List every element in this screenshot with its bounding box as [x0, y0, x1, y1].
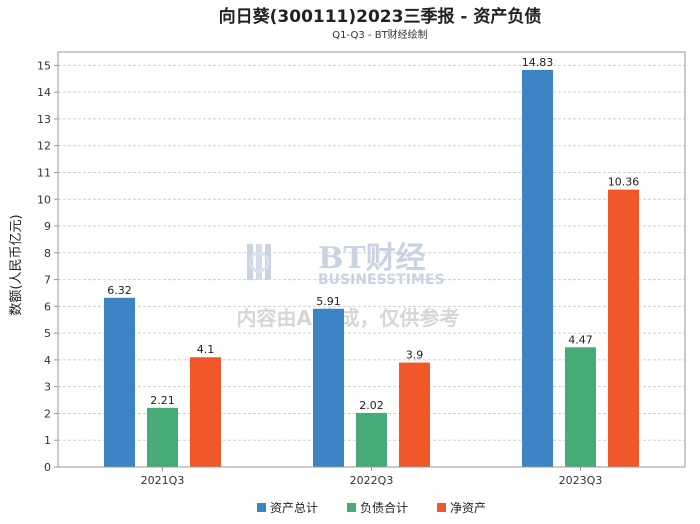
- legend-label: 负债合计: [360, 500, 408, 515]
- data-label: 4.1: [197, 343, 215, 356]
- y-tick-label: 2: [44, 407, 51, 420]
- bar: [356, 412, 387, 467]
- y-tick-label: 10: [37, 193, 51, 206]
- y-tick-label: 13: [37, 113, 51, 126]
- y-tick-label: 5: [44, 327, 51, 340]
- bar: [104, 297, 135, 467]
- x-axis-ticks: 2021Q3 2022Q3 2023Q3: [141, 467, 603, 487]
- y-tick-label: 0: [44, 461, 51, 474]
- x-tick-label: 2023Q3: [559, 474, 603, 487]
- x-tick-label: 2022Q3: [350, 474, 394, 487]
- watermark-logo-text: BT财经: [318, 241, 426, 276]
- data-label: 2.02: [359, 399, 384, 412]
- watermark: BT财经 BUSINESSTIMES 内容由AI生成，仅供参考: [237, 241, 460, 330]
- data-label: 6.32: [107, 284, 132, 297]
- bar: [147, 407, 178, 467]
- watermark-notice: 内容由AI生成，仅供参考: [237, 306, 460, 330]
- data-label: 10.36: [608, 176, 640, 189]
- chart-title: 向日葵(300111)2023三季报 - 资产负债: [219, 6, 542, 27]
- bars: [104, 69, 639, 467]
- y-tick-label: 14: [37, 86, 51, 99]
- data-label: 4.47: [568, 333, 593, 346]
- y-tick-label: 1: [44, 434, 51, 447]
- legend-swatch: [437, 503, 446, 512]
- data-label: 14.83: [522, 56, 554, 69]
- x-tick-label: 2021Q3: [141, 474, 185, 487]
- bar: [313, 308, 344, 467]
- y-tick-label: 12: [37, 140, 51, 153]
- y-tick-label: 15: [37, 59, 51, 72]
- data-label: 2.21: [150, 394, 175, 407]
- legend: 资产总计 负债合计 净资产: [257, 500, 486, 515]
- y-axis-label: 数额(人民币亿元): [9, 214, 24, 315]
- data-label: 3.9: [406, 349, 424, 362]
- y-tick-label: 6: [44, 300, 51, 313]
- legend-label: 净资产: [450, 501, 486, 515]
- y-tick-label: 4: [44, 354, 51, 367]
- y-tick-label: 3: [44, 381, 51, 394]
- data-labels: 6.32 2.21 4.1 5.91 2.02 3.9 14.83 4.47 10.36: [107, 56, 639, 412]
- legend-label: 资产总计: [270, 501, 318, 515]
- watermark-logo-icon: [247, 244, 271, 280]
- y-tick-label: 11: [37, 166, 51, 179]
- legend-swatch: [347, 503, 356, 512]
- bar: [399, 362, 430, 467]
- y-tick-label: 8: [44, 247, 51, 260]
- chart-subtitle: Q1-Q3 - BT财经绘制: [332, 28, 427, 41]
- bar: [608, 189, 639, 467]
- bar: [565, 347, 596, 467]
- bar: [190, 357, 221, 467]
- bar: [522, 69, 553, 467]
- data-label: 5.91: [316, 295, 341, 308]
- watermark-logo-subtext: BUSINESSTIMES: [318, 272, 445, 288]
- y-tick-label: 9: [44, 220, 51, 233]
- y-tick-label: 7: [44, 274, 51, 287]
- legend-swatch: [257, 503, 266, 512]
